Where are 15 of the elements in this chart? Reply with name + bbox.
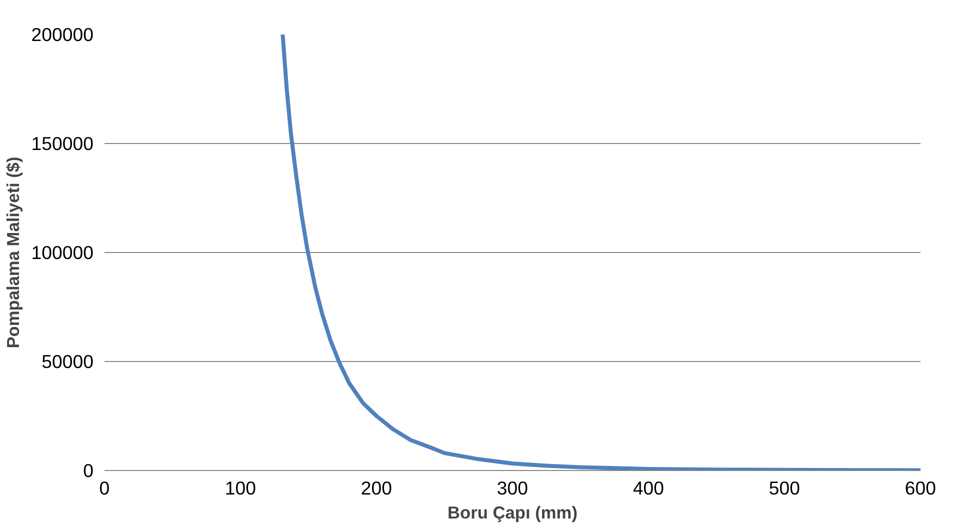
line-series xyxy=(280,34,920,470)
y-tick-label: 0 xyxy=(83,460,94,481)
y-tick-label: 50000 xyxy=(42,351,94,372)
x-tick-label: 0 xyxy=(99,478,110,498)
x-tick-label: 600 xyxy=(904,478,936,498)
y-tick-label: 100000 xyxy=(31,242,94,263)
x-tick-label: 100 xyxy=(224,478,256,498)
y-axis-title: Pompalama Maliyeti ($) xyxy=(3,156,24,348)
y-tick-label: 150000 xyxy=(31,133,94,154)
x-axis-title: Boru Çapı (mm) xyxy=(448,502,578,522)
x-tick-label: 500 xyxy=(768,478,800,498)
y-tick-label: 200000 xyxy=(31,24,94,45)
x-tick-label: 300 xyxy=(496,478,528,498)
x-tick-label: 200 xyxy=(360,478,392,498)
x-tick-label: 400 xyxy=(632,478,664,498)
